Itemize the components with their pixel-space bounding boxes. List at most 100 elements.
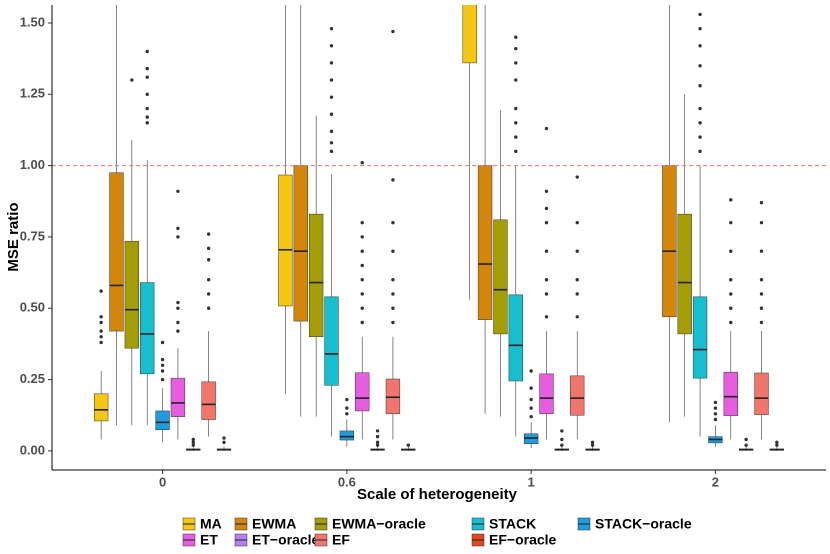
outlier xyxy=(360,320,364,325)
outlier xyxy=(360,249,364,253)
outlier xyxy=(575,278,579,282)
outlier xyxy=(759,220,764,225)
outlier xyxy=(375,443,380,447)
outlier xyxy=(145,92,149,96)
outlier xyxy=(145,115,149,119)
box xyxy=(462,5,477,64)
outlier xyxy=(176,320,180,325)
outlier xyxy=(698,84,702,88)
y-tick-label: 1.00 xyxy=(20,157,45,172)
box xyxy=(278,174,293,307)
box xyxy=(539,373,554,415)
outlier xyxy=(575,292,579,296)
box xyxy=(324,296,339,386)
outlier xyxy=(744,443,748,447)
outlier xyxy=(544,278,549,282)
outlier xyxy=(698,26,702,31)
legend-label: STACK−oracle xyxy=(595,516,692,532)
outlier xyxy=(222,436,226,440)
outlier xyxy=(759,200,764,205)
outlier xyxy=(713,400,718,405)
box xyxy=(124,240,140,349)
outlier xyxy=(145,75,149,79)
outlier xyxy=(329,141,334,145)
outlier xyxy=(759,278,764,282)
outlier xyxy=(360,306,364,310)
outlier xyxy=(206,292,211,296)
box xyxy=(677,213,692,335)
outlier xyxy=(544,220,549,225)
outlier xyxy=(206,278,211,282)
box xyxy=(662,165,677,318)
outlier xyxy=(99,340,103,345)
outlier xyxy=(544,206,549,211)
outlier xyxy=(176,189,180,193)
outlier xyxy=(160,357,165,362)
outlier xyxy=(514,106,518,111)
outlier xyxy=(514,78,518,82)
outlier xyxy=(206,306,211,310)
outlier xyxy=(206,246,211,251)
outlier xyxy=(329,44,334,48)
outlier xyxy=(191,437,195,442)
outlier xyxy=(360,161,364,165)
outlier xyxy=(176,329,180,333)
outlier xyxy=(729,278,733,282)
outlier xyxy=(713,406,718,410)
box xyxy=(385,378,401,415)
y-tick-label: 0.00 xyxy=(20,442,45,457)
outlier xyxy=(145,106,149,111)
outlier xyxy=(391,292,395,296)
outlier xyxy=(590,443,595,447)
legend-label: ET−oracle xyxy=(252,532,320,548)
outlier xyxy=(160,377,165,382)
box xyxy=(308,213,324,338)
outlier xyxy=(360,292,364,296)
outlier xyxy=(759,249,764,253)
outlier xyxy=(713,412,718,416)
outlier xyxy=(775,443,779,447)
outlier xyxy=(391,249,395,253)
outlier xyxy=(160,340,165,345)
outlier xyxy=(729,249,733,253)
outlier xyxy=(729,220,733,225)
outlier xyxy=(729,292,733,296)
outlier xyxy=(590,440,595,445)
x-tick-label: 0 xyxy=(159,474,166,489)
outlier xyxy=(713,417,718,422)
outlier xyxy=(744,437,748,442)
outlier xyxy=(529,386,533,390)
outlier xyxy=(529,406,533,410)
legend-label: EWMA−oracle xyxy=(332,516,426,532)
outlier xyxy=(698,64,702,68)
outlier xyxy=(544,189,549,193)
outlier xyxy=(560,443,564,447)
box xyxy=(93,393,109,422)
outlier xyxy=(99,329,103,333)
outlier xyxy=(698,106,702,111)
outlier xyxy=(191,440,195,445)
outlier xyxy=(575,315,579,319)
outlier xyxy=(329,26,334,31)
outlier xyxy=(176,235,180,239)
outlier xyxy=(206,232,211,236)
outlier xyxy=(391,278,395,282)
y-tick-label: 0.25 xyxy=(20,371,45,386)
outlier xyxy=(698,121,702,125)
box xyxy=(493,219,508,335)
box xyxy=(692,296,708,379)
outlier xyxy=(698,135,702,139)
outlier xyxy=(176,306,180,310)
outlier xyxy=(329,129,334,134)
outlier xyxy=(99,335,103,339)
legend-label: EWMA xyxy=(252,516,296,532)
outlier xyxy=(575,249,579,253)
x-tick-label: 2 xyxy=(712,474,719,489)
outlier xyxy=(544,249,549,253)
outlier xyxy=(145,121,149,125)
outlier xyxy=(529,369,533,373)
outlier xyxy=(391,320,395,325)
outlier xyxy=(544,126,549,131)
box xyxy=(109,172,124,332)
